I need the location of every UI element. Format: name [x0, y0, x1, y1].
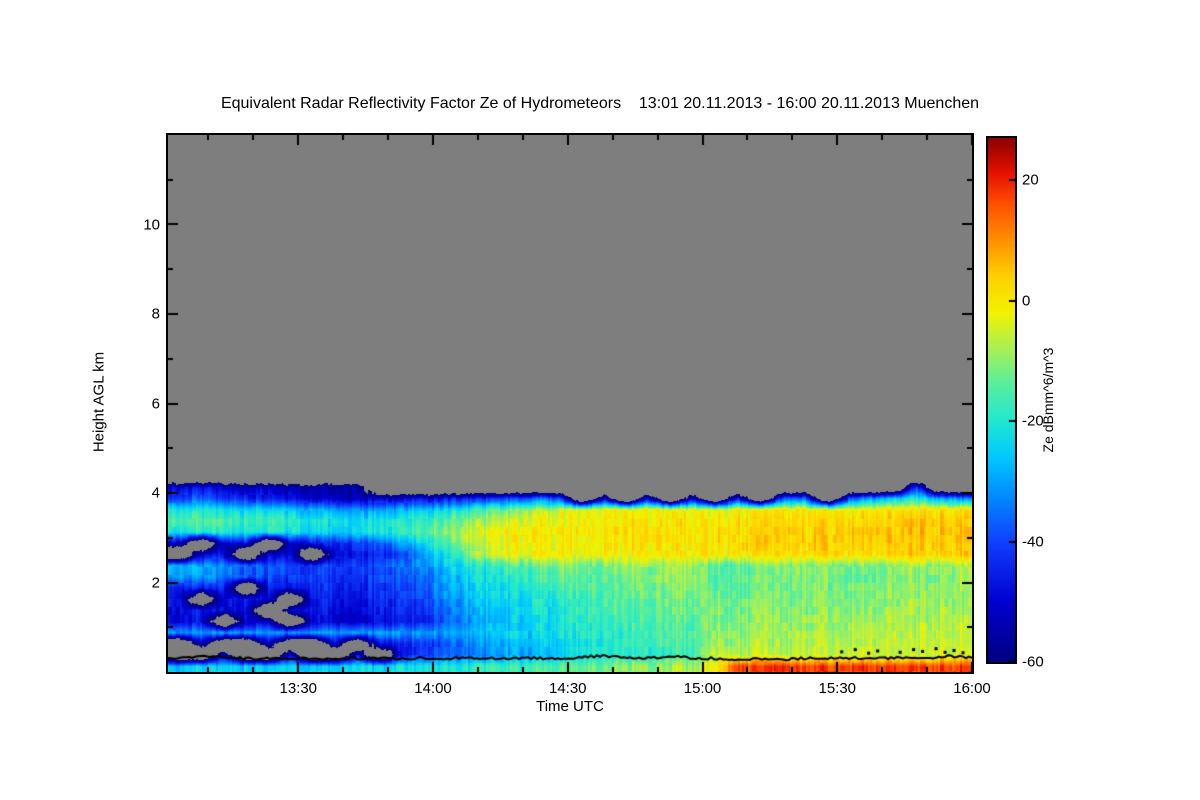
colorbar-canvas — [988, 138, 1015, 662]
x-tick-label: 16:00 — [953, 680, 991, 697]
x-tick-label: 15:30 — [818, 680, 857, 697]
y-tick-label: 2 — [151, 574, 160, 591]
x-tick-label: 14:30 — [548, 680, 587, 697]
colorbar-tick-label: -60 — [1022, 653, 1044, 671]
y-axis-label: Height AGL km — [90, 351, 108, 453]
y-tick-label: 8 — [151, 305, 160, 323]
x-tick-label: 15:00 — [683, 680, 722, 697]
colorbar-tick-label: 20 — [1022, 171, 1039, 189]
colorbar-label: Ze dBmm^6/m^3 — [1040, 347, 1056, 453]
y-tick-label: 10 — [143, 216, 160, 233]
y-tick-label: 6 — [151, 395, 160, 412]
x-tick-label: 13:30 — [279, 680, 318, 697]
colorbar — [986, 136, 1017, 664]
y-tick-label: 4 — [151, 484, 160, 502]
chart-title: Equivalent Radar Reflectivity Factor Ze … — [220, 95, 980, 112]
colorbar-tick-label: 0 — [1022, 292, 1031, 310]
heatmap-canvas — [168, 135, 972, 672]
x-tick-label: 14:00 — [414, 680, 452, 697]
x-axis-label: Time UTC — [536, 698, 604, 715]
colorbar-tick-label: -20 — [1022, 412, 1044, 430]
colorbar-tick-label: -40 — [1022, 533, 1044, 551]
plot-area — [166, 133, 974, 674]
